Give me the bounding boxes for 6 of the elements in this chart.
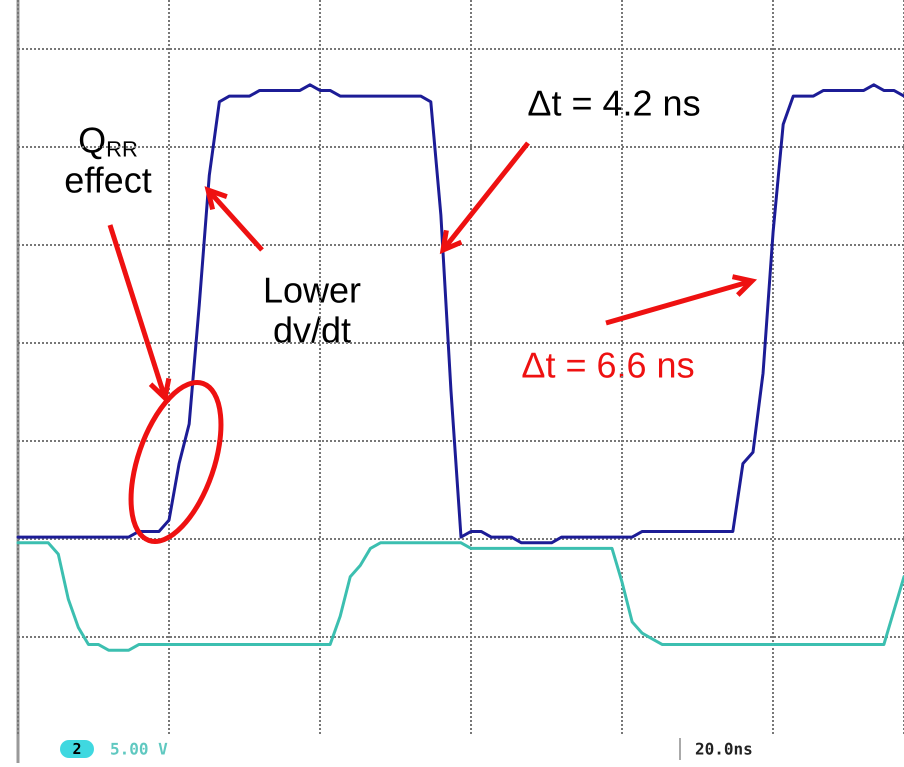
text: 5.00 V [110,740,168,758]
text: 2 [72,740,82,758]
annotation: Lower dv/dt [262,270,362,350]
text: 20.0ns [695,740,753,758]
annotation: Δt = 4.2 ns [527,82,701,124]
annotation: Δt = 6.6 ns [521,344,695,386]
